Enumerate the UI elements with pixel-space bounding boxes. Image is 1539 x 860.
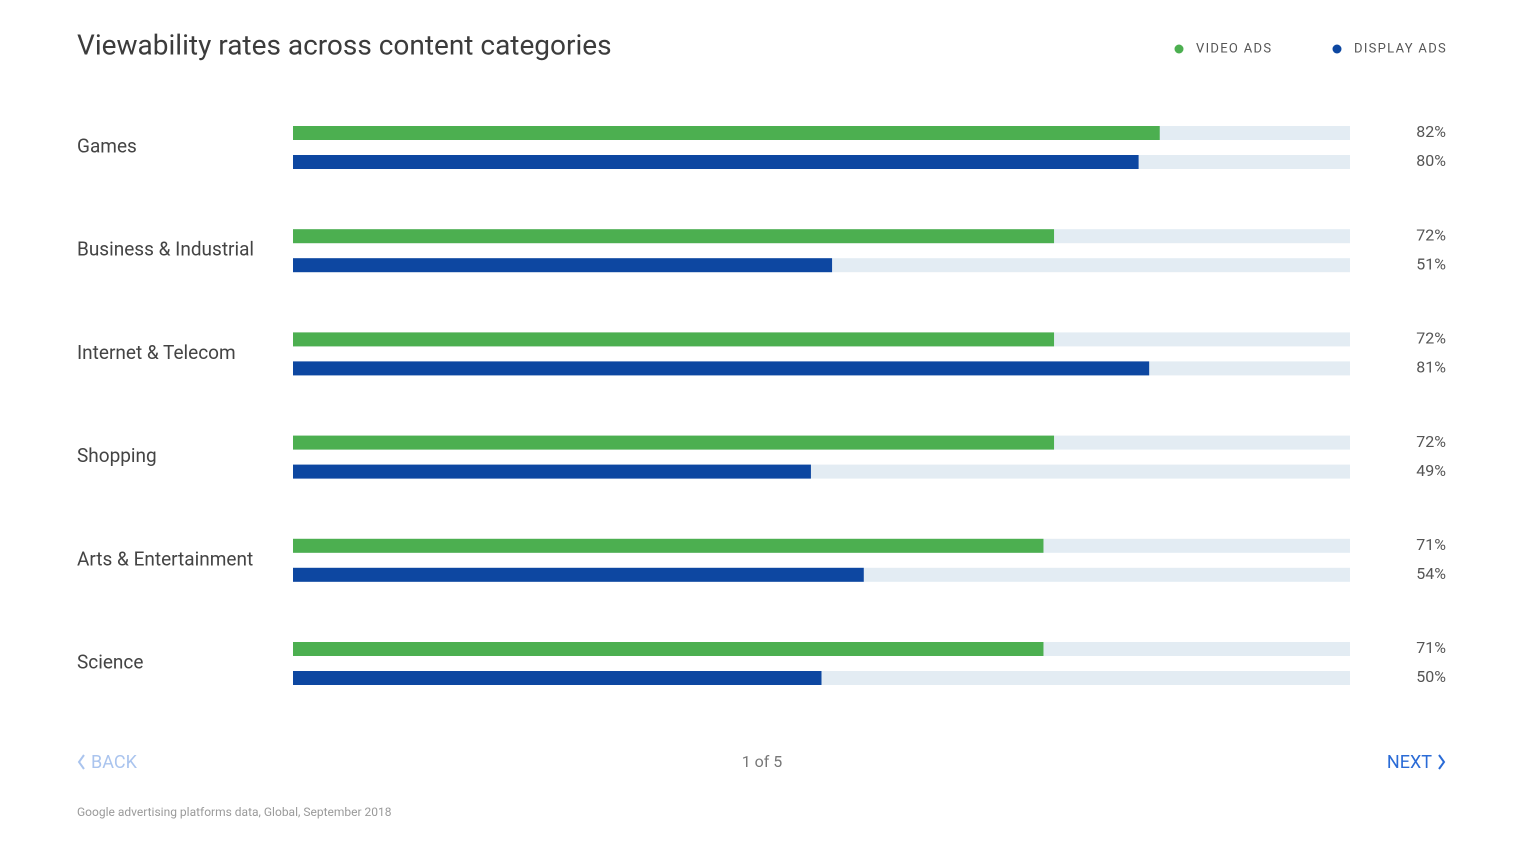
next-button[interactable]: NEXT (1387, 752, 1432, 773)
bar (293, 126, 1160, 140)
value-label: 50% (1416, 667, 1446, 686)
back-chevron[interactable] (77, 754, 85, 770)
back-button[interactable]: BACK (91, 752, 138, 773)
page-indicator: 1 of 5 (742, 752, 783, 771)
value-label: 54% (1416, 564, 1446, 583)
bar (293, 332, 1055, 347)
value-label: 71% (1416, 638, 1446, 657)
value-label: 82% (1416, 122, 1446, 141)
bar (293, 229, 1055, 244)
value-label: 49% (1416, 461, 1446, 480)
legend-marker (1332, 44, 1342, 54)
value-label: 80% (1416, 151, 1446, 170)
legend-label: DISPLAY ADS (1354, 41, 1447, 56)
next-chevron[interactable] (1438, 754, 1446, 770)
bar (293, 464, 811, 479)
category-label: Business & Industrial (77, 238, 254, 261)
category-label: Games (77, 135, 137, 158)
value-label: 51% (1416, 254, 1446, 273)
category-label: Internet & Telecom (77, 341, 236, 364)
bar (293, 435, 1055, 450)
value-label: 72% (1416, 225, 1446, 244)
value-label: 72% (1416, 432, 1446, 451)
legend-marker (1174, 44, 1184, 54)
category-label: Shopping (77, 444, 157, 467)
chart-title: Viewability rates across content categor… (77, 28, 612, 61)
value-label: 81% (1416, 358, 1446, 377)
value-label: 72% (1416, 329, 1446, 348)
category-label: Science (77, 651, 143, 674)
bar (293, 258, 833, 273)
bar (293, 671, 822, 685)
category-label: Arts & Entertainment (77, 547, 253, 570)
bar (293, 642, 1044, 656)
bar (293, 361, 1150, 376)
source-note: Google advertising platforms data, Globa… (77, 805, 392, 819)
bar (293, 567, 864, 582)
legend-label: VIDEO ADS (1196, 41, 1272, 56)
bar (293, 155, 1139, 169)
bar (293, 538, 1044, 553)
value-label: 71% (1416, 535, 1446, 554)
